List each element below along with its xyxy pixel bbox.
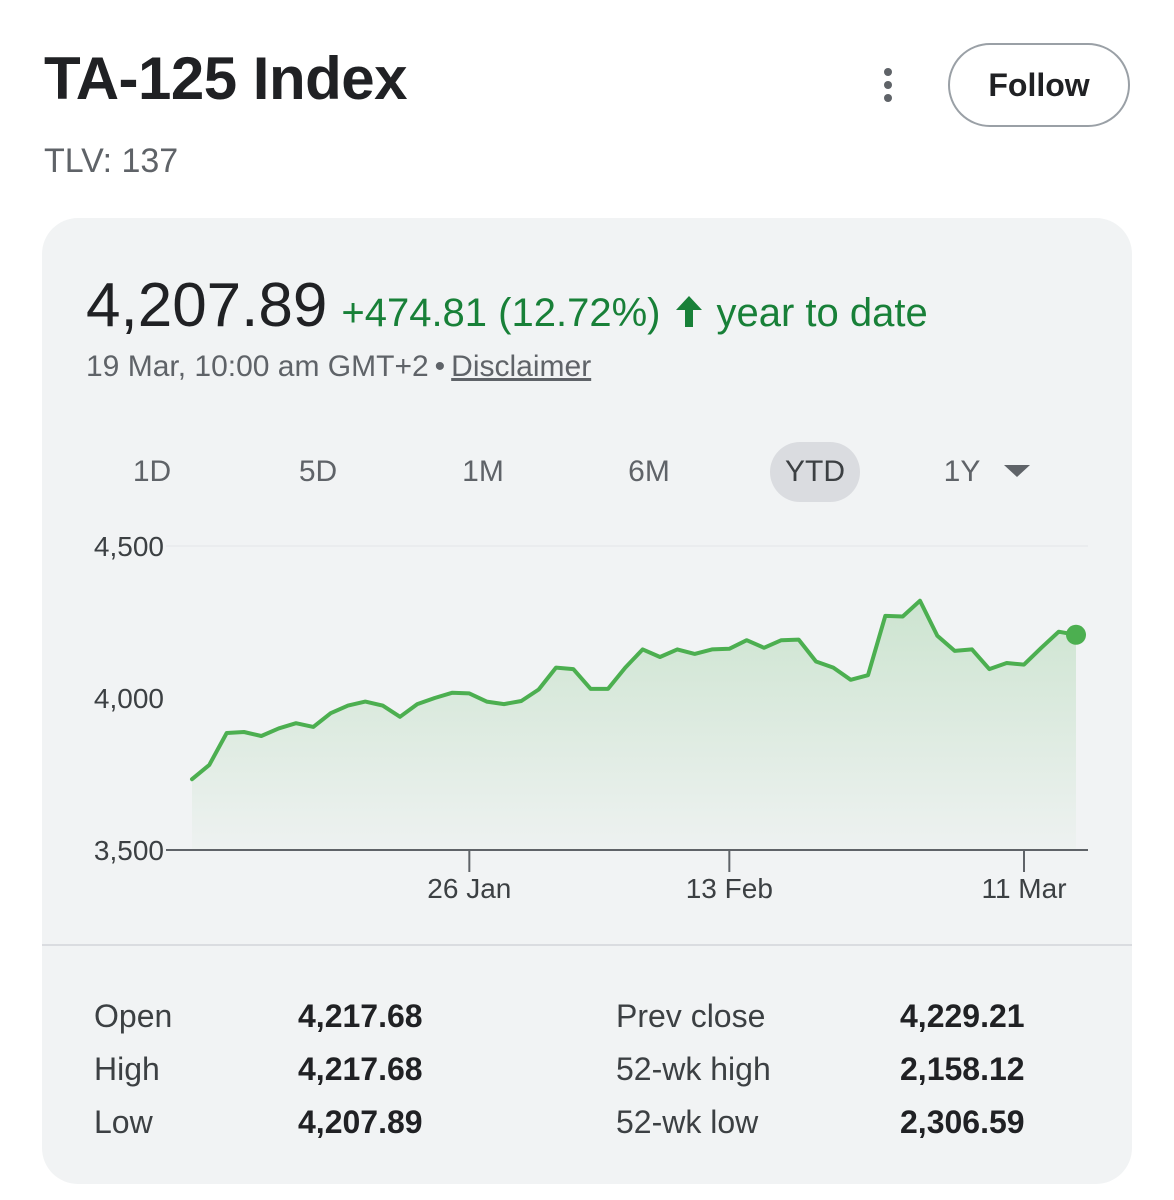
range-1d[interactable]: 1D: [132, 455, 172, 488]
range-1m[interactable]: 1M: [462, 455, 504, 488]
quote-meta: 19 Mar, 10:00 am GMT+2 • Disclaimer: [86, 350, 591, 384]
stat-prev-close-value: 4,229.21: [900, 998, 1025, 1034]
range-selector: 1D 5D 1M 6M YTD 1Y: [42, 442, 1132, 502]
series-line: [190, 598, 1078, 782]
change-period: year to date: [716, 291, 928, 335]
range-1y-label: 1Y: [943, 455, 981, 488]
y-tick-label: 3,500: [94, 835, 164, 866]
price-chart: 3,500 4,000 4,500 26 Jan 13 Feb 11 Mar: [94, 531, 1088, 904]
stat-52wk-low-label: 52-wk low: [616, 1104, 759, 1140]
stat-52wk-high-value: 2,158.12: [900, 1051, 1025, 1087]
x-tick-label: 13 Feb: [686, 873, 773, 904]
x-tick-label: 26 Jan: [427, 873, 511, 904]
stat-open-label: Open: [94, 998, 173, 1034]
quote-card: 4,207.89 +474.81 (12.72%) year to date 1…: [42, 218, 1132, 1184]
x-tick-label: 11 Mar: [981, 873, 1066, 904]
exchange-ticker: TLV: 137: [44, 142, 179, 180]
disclaimer-link[interactable]: Disclaimer: [451, 350, 592, 383]
price-row: 4,207.89 +474.81 (12.72%) year to date: [86, 270, 928, 341]
stat-high-label: High: [94, 1051, 160, 1087]
more-vert-icon[interactable]: [866, 62, 910, 106]
quote-timestamp: 19 Mar, 10:00 am GMT+2: [86, 350, 429, 383]
range-ytd[interactable]: YTD: [770, 442, 860, 502]
meta-separator: •: [434, 350, 446, 383]
follow-button[interactable]: Follow: [948, 43, 1130, 127]
stat-high-value: 4,217.68: [298, 1051, 423, 1087]
stat-52wk-high-label: 52-wk high: [616, 1051, 771, 1087]
more-dot: [884, 68, 892, 76]
price-change: +474.81 (12.72%): [341, 291, 661, 335]
y-tick-label: 4,500: [94, 531, 164, 562]
series-area: [192, 600, 1076, 850]
stat-low-value: 4,207.89: [298, 1104, 423, 1140]
caret-down-icon: [1004, 465, 1031, 478]
more-dot: [884, 94, 892, 102]
page-title: TA-125 Index: [44, 45, 408, 112]
range-1y-dropdown[interactable]: 1Y: [922, 442, 1052, 502]
range-5d[interactable]: 5D: [298, 455, 338, 488]
card-divider: [42, 944, 1132, 946]
range-6m[interactable]: 6M: [628, 455, 670, 488]
y-tick-label: 4,000: [94, 683, 164, 714]
stat-open-value: 4,217.68: [298, 998, 423, 1034]
stat-low-label: Low: [94, 1104, 153, 1140]
more-dot: [884, 81, 892, 89]
current-price: 4,207.89: [86, 271, 328, 340]
stat-prev-close-label: Prev close: [616, 998, 766, 1034]
arrow-up-icon: [674, 294, 704, 333]
last-value-point: [1066, 624, 1086, 645]
stat-52wk-low-value: 2,306.59: [900, 1104, 1025, 1140]
